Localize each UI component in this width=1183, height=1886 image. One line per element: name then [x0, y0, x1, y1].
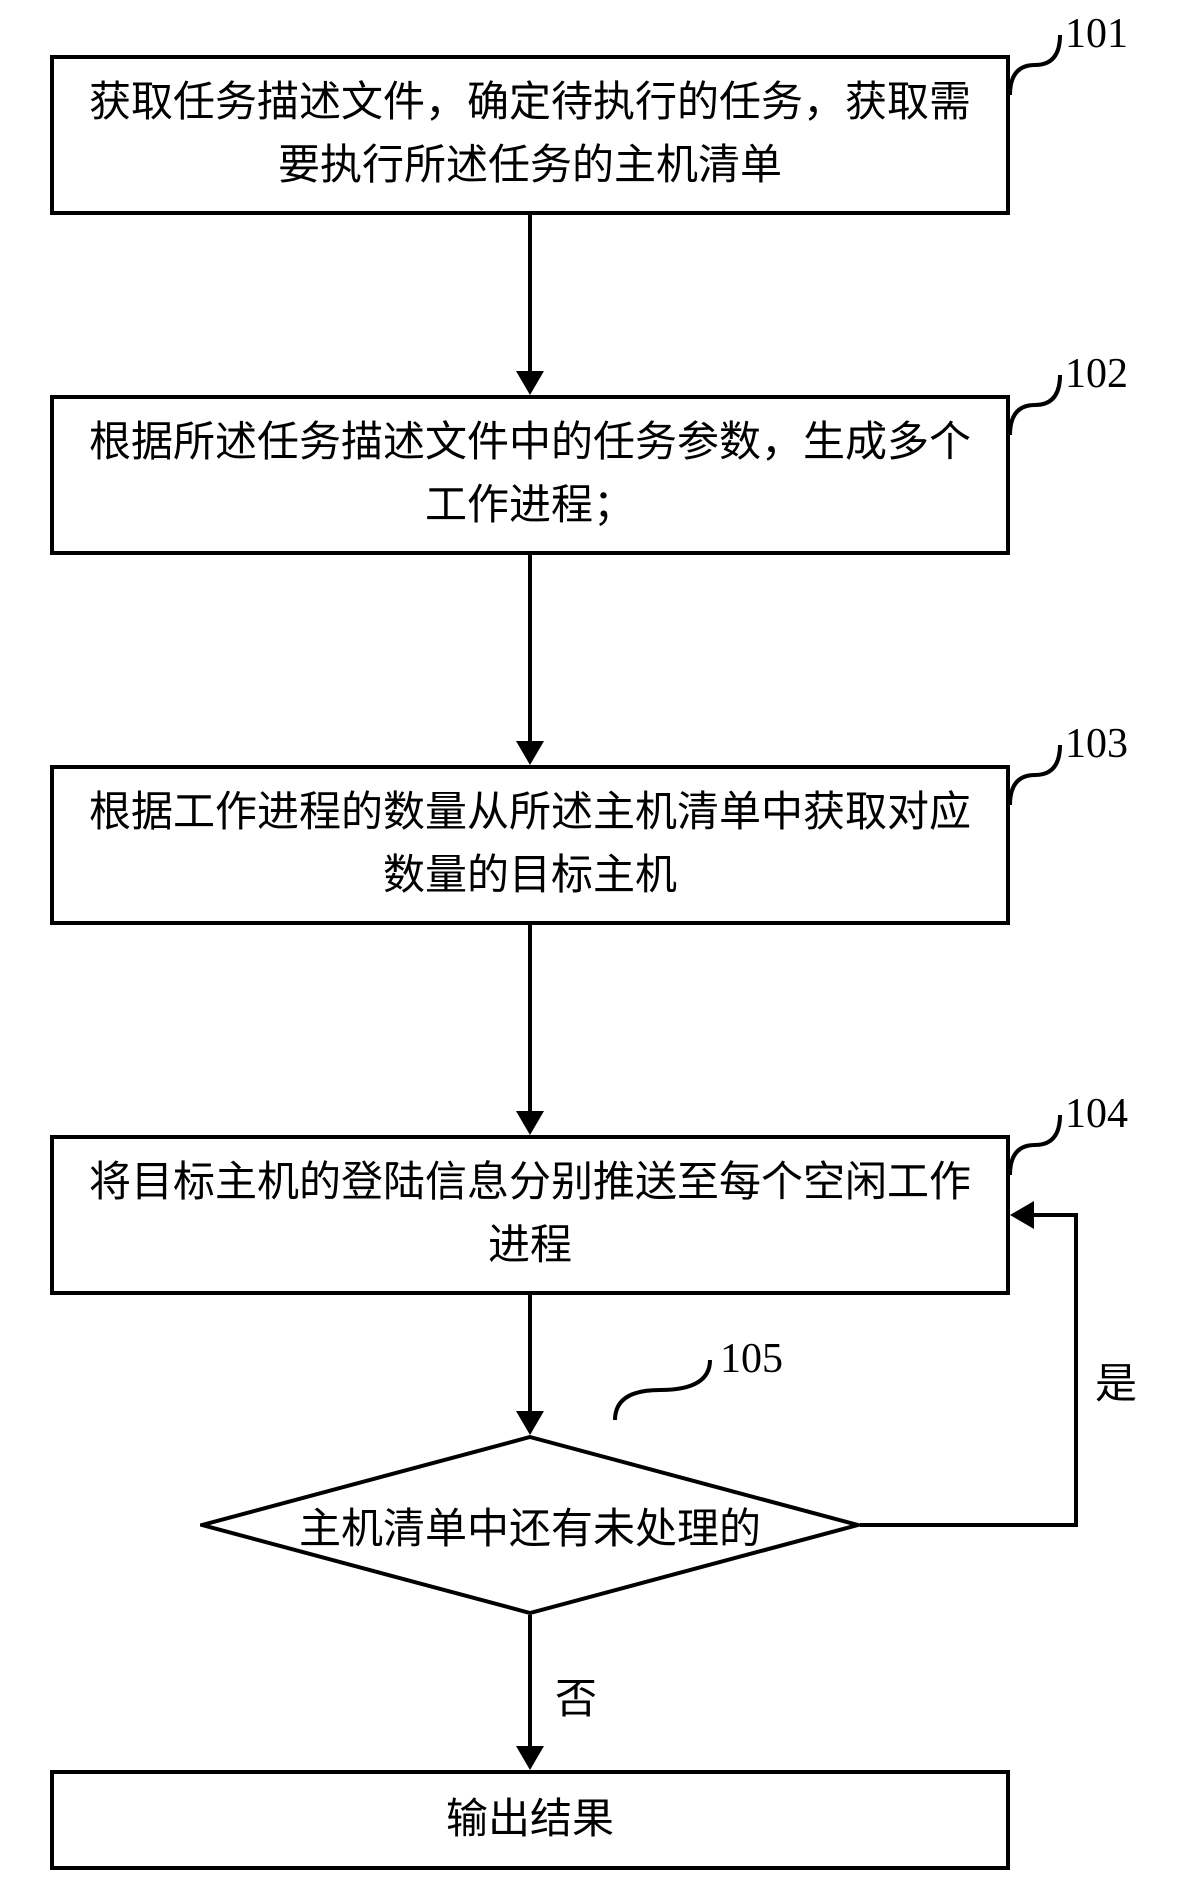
arrowhead-105-output — [516, 1746, 544, 1770]
process-box-103: 根据工作进程的数量从所述主机清单中获取对应数量的目标主机 — [50, 765, 1010, 925]
label-105: 105 — [720, 1335, 783, 1383]
process-text-103: 根据工作进程的数量从所述主机清单中获取对应数量的目标主机 — [74, 782, 986, 908]
bracket-105 — [610, 1355, 730, 1425]
label-104: 104 — [1065, 1090, 1128, 1138]
process-text-104: 将目标主机的登陆信息分别推送至每个空闲工作进程 — [74, 1152, 986, 1278]
label-103: 103 — [1065, 720, 1128, 768]
arrow-103-104 — [528, 925, 532, 1111]
label-101: 101 — [1065, 10, 1128, 58]
arrow-102-103 — [528, 555, 532, 741]
arrow-105-output — [528, 1615, 532, 1746]
decision-box-105: 主机清单中还有未处理的 — [200, 1435, 860, 1615]
process-box-104: 将目标主机的登陆信息分别推送至每个空闲工作进程 — [50, 1135, 1010, 1295]
process-box-output: 输出结果 — [50, 1770, 1010, 1870]
process-box-101: 获取任务描述文件，确定待执行的任务，获取需要执行所述任务的主机清单 — [50, 55, 1010, 215]
arrowhead-103-104 — [516, 1111, 544, 1135]
label-102: 102 — [1065, 350, 1128, 398]
arrow-105-104-h2 — [1034, 1213, 1078, 1217]
arrowhead-105-104 — [1010, 1201, 1034, 1229]
decision-text-105: 主机清单中还有未处理的 — [200, 1435, 860, 1615]
process-box-102: 根据所述任务描述文件中的任务参数，生成多个工作进程； — [50, 395, 1010, 555]
arrowhead-101-102 — [516, 371, 544, 395]
process-text-output: 输出结果 — [446, 1789, 614, 1852]
edge-label-no: 否 — [555, 1665, 597, 1726]
arrow-105-104-v — [1074, 1215, 1078, 1527]
process-text-101: 获取任务描述文件，确定待执行的任务，获取需要执行所述任务的主机清单 — [74, 72, 986, 198]
arrow-104-105 — [528, 1295, 532, 1411]
arrowhead-102-103 — [516, 741, 544, 765]
process-text-102: 根据所述任务描述文件中的任务参数，生成多个工作进程； — [74, 412, 986, 538]
edge-label-yes: 是 — [1095, 1350, 1137, 1411]
arrow-101-102 — [528, 215, 532, 371]
arrow-105-104-h1 — [860, 1523, 1078, 1527]
arrowhead-104-105 — [516, 1411, 544, 1435]
flowchart-container: 获取任务描述文件，确定待执行的任务，获取需要执行所述任务的主机清单 101 根据… — [0, 0, 1183, 1886]
